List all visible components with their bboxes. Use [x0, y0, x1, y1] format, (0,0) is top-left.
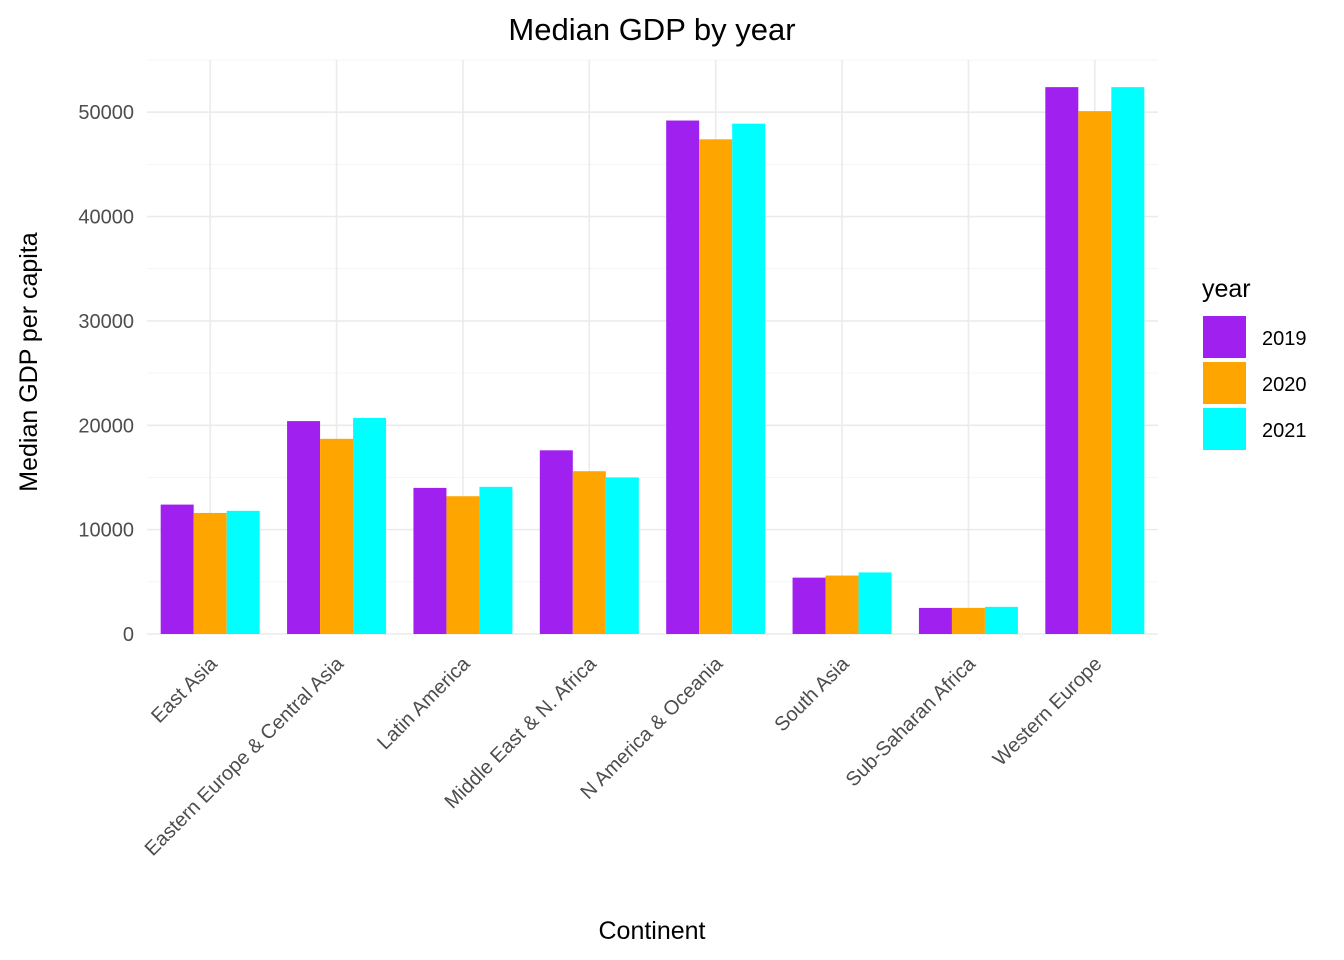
bar-2019-7	[1045, 87, 1079, 635]
x-axis-title: Continent	[598, 917, 705, 945]
y-tick-label: 0	[123, 624, 134, 646]
bar-2020-7	[1078, 111, 1112, 634]
x-tick-label: Western Europe	[989, 653, 1106, 770]
bar-2020-0	[193, 512, 227, 634]
legend-key-2021	[1203, 408, 1246, 450]
bar-2020-3	[572, 471, 606, 634]
legend-key-2019	[1203, 316, 1246, 358]
y-tick-label: 50000	[78, 102, 134, 124]
bar-2020-2	[446, 496, 480, 634]
bar-2019-3	[539, 450, 573, 634]
y-tick-label: 10000	[78, 520, 134, 542]
bar-2021-2	[479, 486, 513, 634]
x-tick-label: Latin America	[373, 652, 475, 754]
bar-2019-0	[160, 504, 194, 634]
bar-2021-0	[226, 510, 260, 634]
legend-label-2021: 2021	[1262, 420, 1307, 442]
x-tick-label: Eastern Europe & Central Asia	[141, 652, 349, 860]
bar-2021-6	[984, 606, 1018, 634]
y-axis-ticks: 0 10000 20000 30000 40000 50000	[78, 102, 134, 646]
bar-2021-3	[605, 477, 639, 634]
y-tick-label: 40000	[78, 207, 134, 229]
bar-2019-4	[666, 120, 700, 635]
legend-label-2019: 2019	[1262, 328, 1307, 350]
bar-2019-5	[792, 577, 826, 634]
legend: year 2019 2020 2021	[1202, 275, 1307, 450]
legend-key-2020	[1203, 362, 1246, 404]
bar-2019-6	[918, 607, 952, 634]
bar-2020-4	[699, 139, 733, 635]
bar-2019-2	[413, 487, 447, 634]
bars	[160, 87, 1145, 635]
x-tick-label: South Asia	[770, 652, 854, 736]
bar-2020-5	[825, 575, 859, 634]
bar-2021-1	[353, 417, 387, 634]
bar-2021-7	[1111, 87, 1145, 635]
y-tick-label: 30000	[78, 311, 134, 333]
bar-2020-1	[320, 438, 354, 634]
legend-label-2020: 2020	[1262, 374, 1307, 396]
legend-title: year	[1202, 275, 1251, 303]
bar-2021-5	[858, 572, 892, 634]
x-tick-label: Sub-Saharan Africa	[842, 652, 981, 791]
x-tick-label: N America & Oceania	[576, 652, 727, 803]
bar-2020-6	[951, 607, 985, 634]
bar-2021-4	[732, 123, 766, 635]
y-tick-label: 20000	[78, 415, 134, 437]
chart-title: Median GDP by year	[508, 12, 795, 47]
bar-2019-1	[287, 421, 321, 634]
y-axis-title: Median GDP per capita	[15, 232, 43, 491]
x-tick-label: East Asia	[147, 652, 222, 727]
